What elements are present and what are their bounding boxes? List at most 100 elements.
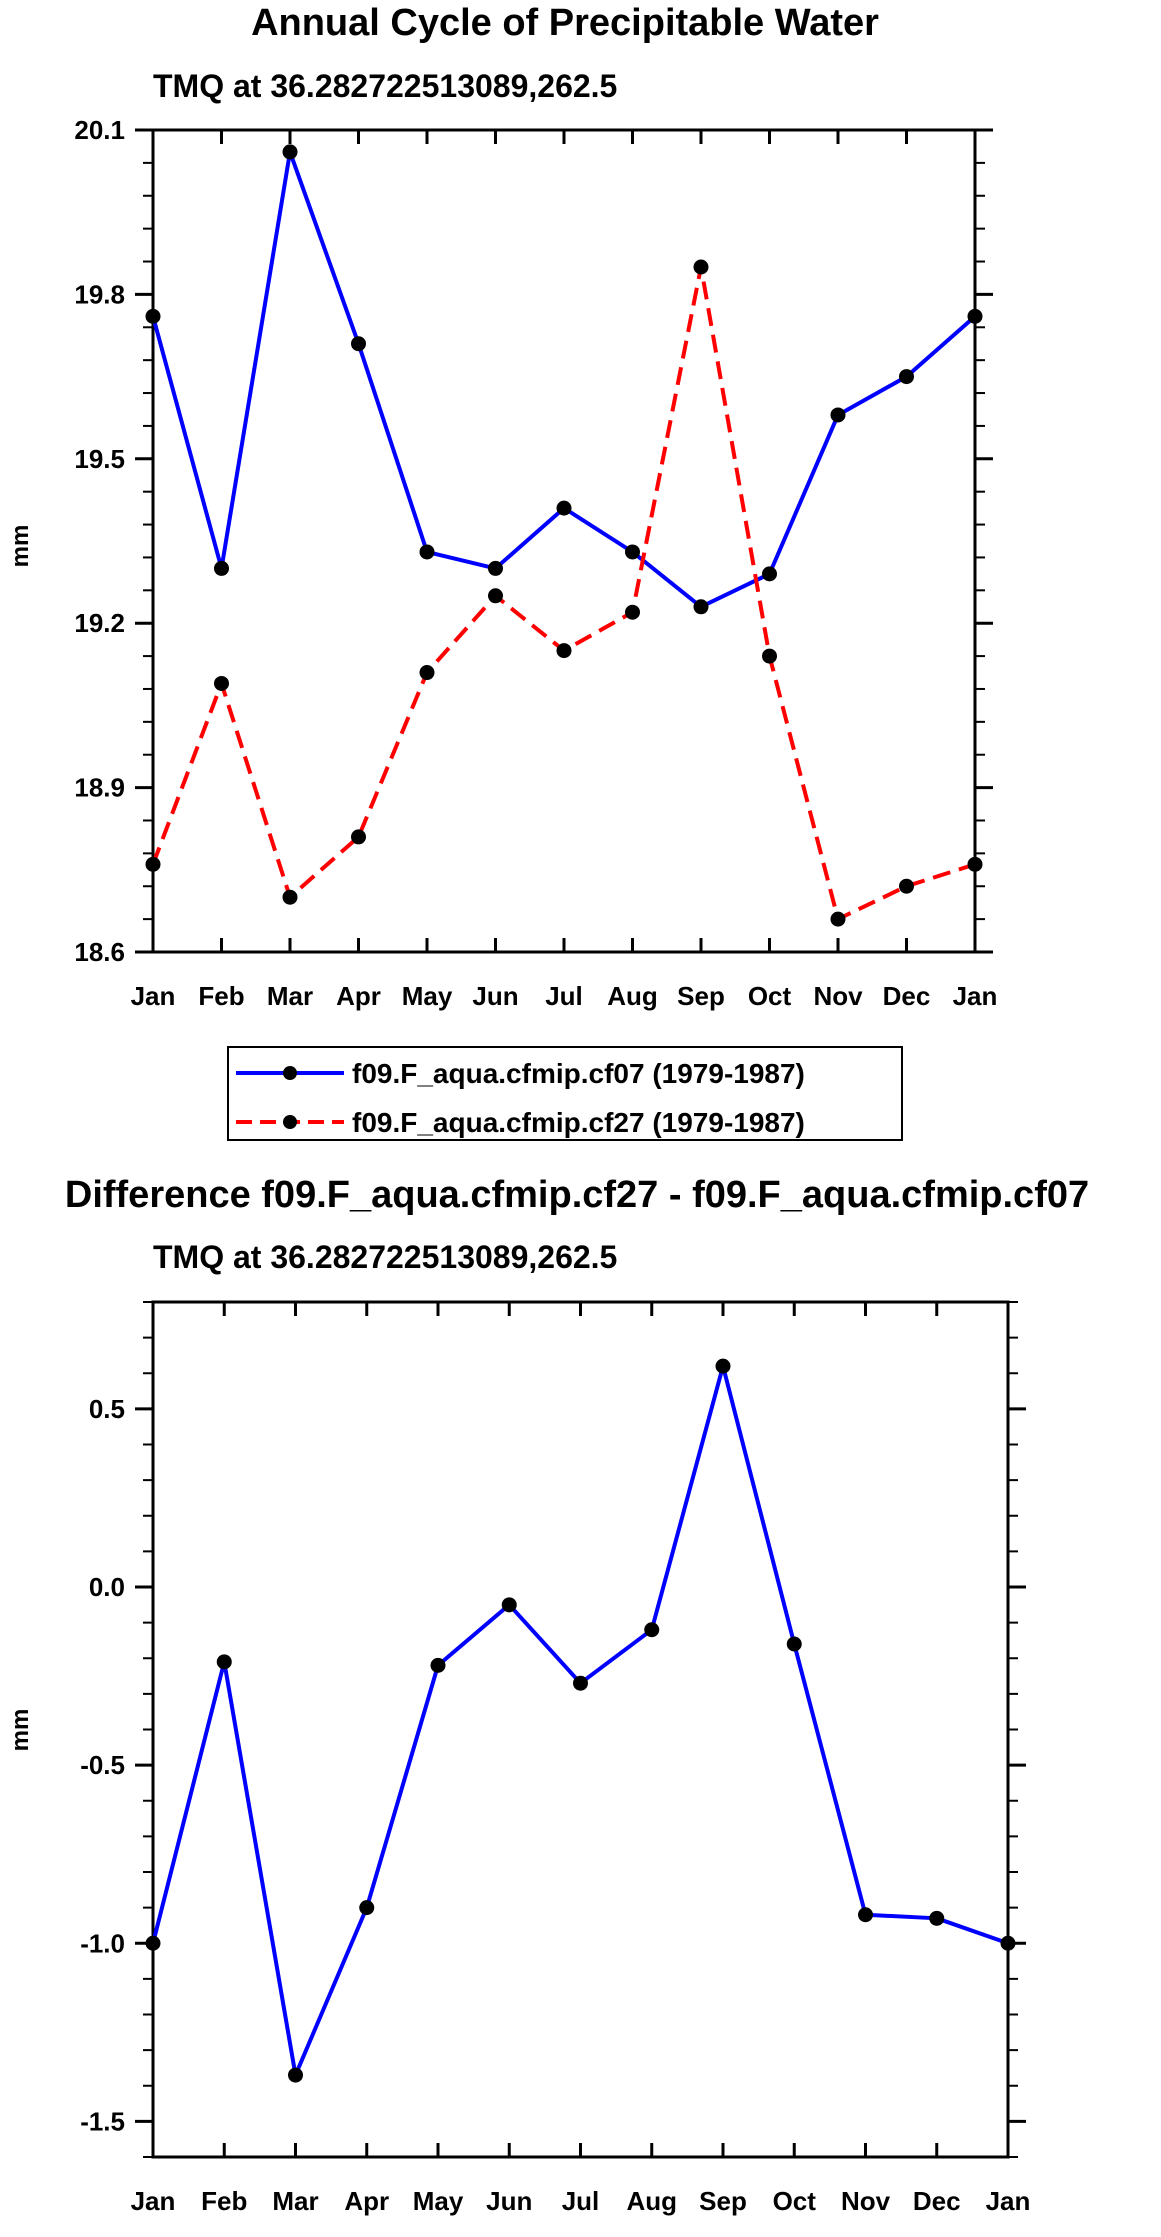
data-point [556,500,572,516]
data-point [488,560,503,576]
x-tick-label: Dec [913,2186,961,2216]
legend-box [227,1046,903,1141]
x-tick-label: Mar [272,2186,318,2216]
x-tick-label: Nov [841,2186,891,2216]
x-tick-label: Jan [131,2186,176,2216]
x-tick-label: Dec [883,981,931,1011]
y-tick-label: 18.9 [74,773,125,803]
data-point [899,878,914,894]
data-point [145,856,161,872]
data-point [762,648,777,664]
legend-marker-cf27 [283,1115,297,1129]
data-point [573,1675,588,1691]
chart2-series [145,1358,1016,2083]
data-point [967,856,983,872]
chart-difference: Difference f09.F_aqua.cfmip.cf27 - f09.F… [7,1174,1089,2216]
y-tick-label: 19.8 [74,279,125,309]
x-tick-label: Oct [773,2186,817,2216]
x-tick-label: Jan [131,981,176,1011]
x-tick-label: Mar [267,981,313,1011]
data-point [762,566,777,582]
data-point [351,336,366,352]
x-tick-label: Sep [699,2186,747,2216]
data-point [556,643,572,659]
data-point [282,144,298,160]
chart1-legend: f09.F_aqua.cfmip.cf07 (1979-1987) f09.F_… [227,1046,903,1141]
data-point [715,1358,731,1374]
y-tick-label: -1.5 [80,2106,125,2136]
series-line-1 [151,265,976,922]
x-tick-label: Apr [336,981,381,1011]
x-tick-label: Aug [626,2186,677,2216]
data-point [1000,1935,1016,1951]
data-point [214,675,229,691]
chart1-series [145,144,983,927]
x-tick-label: Apr [344,2186,389,2216]
chart1-title: Annual Cycle of Precipitable Water [251,2,879,44]
x-tick-label: May [402,981,453,1011]
data-point [419,544,435,560]
data-point [430,1657,446,1673]
chart2-plot-frame [151,1300,1010,2159]
x-tick-label: Jun [486,2186,532,2216]
x-tick-label: Aug [607,981,658,1011]
data-point [858,1907,873,1923]
data-point [145,308,161,324]
chart-annual-cycle: Annual Cycle of Precipitable Water TMQ a… [7,2,997,1141]
y-tick-label: 0.5 [89,1394,125,1424]
chart1-y-axis-label: mm [7,525,34,568]
data-point [351,829,366,845]
data-point [488,588,503,604]
data-point [693,599,709,615]
data-point [216,1654,232,1670]
data-point [786,1636,802,1652]
chart2-title: Difference f09.F_aqua.cfmip.cf27 - f09.F… [65,1174,1089,1216]
chart1-plot-frame [151,128,977,954]
series-line-0 [151,1364,1009,2078]
data-point [830,407,846,423]
data-point [830,911,846,927]
y-tick-label: 18.6 [74,937,125,967]
chart1-subtitle: TMQ at 36.282722513089,262.5 [153,68,617,104]
data-point [282,889,298,905]
x-tick-label: Nov [813,981,863,1011]
x-tick-label: Jul [545,981,583,1011]
x-tick-label: Jan [953,981,998,1011]
x-tick-label: Jul [562,2186,600,2216]
chart2-ticks: Jan Feb Mar Apr May Jun Jul Aug Sep Oct Nov Dec Jan -… [80,1301,1031,2216]
x-tick-label: Jan [986,2186,1031,2216]
y-tick-label: -0.5 [80,1750,125,1780]
legend-label-cf27: f09.F_aqua.cfmip.cf27 (1979-1987) [352,1107,805,1138]
x-tick-label: Jun [472,981,518,1011]
data-point [967,308,983,324]
x-tick-label: Oct [748,981,792,1011]
y-tick-label: 0.0 [89,1572,125,1602]
data-point [625,544,640,560]
chart2-y-axis-label: mm [7,1709,34,1752]
chart2-subtitle: TMQ at 36.282722513089,262.5 [153,1239,617,1275]
data-point [929,1910,945,1926]
data-point [145,1935,161,1951]
x-tick-label: Sep [677,981,725,1011]
data-point [359,1900,375,1916]
x-tick-label: Feb [198,981,244,1011]
data-point [625,604,640,620]
data-point [288,2067,303,2083]
chart1-ticks: Jan Feb Mar Apr May Jun Jul Aug Sep Oct Nov Dec Jan1… [74,115,997,1011]
data-point [644,1622,660,1638]
x-tick-label: Feb [201,2186,247,2216]
data-point [214,560,229,576]
y-tick-label: 19.5 [74,444,125,474]
data-point [501,1597,517,1613]
data-point [899,369,914,385]
y-tick-label: -1.0 [80,1928,125,1958]
legend-label-cf07: f09.F_aqua.cfmip.cf07 (1979-1987) [352,1058,805,1089]
data-point [693,259,709,275]
y-tick-label: 19.2 [74,608,125,638]
y-tick-label: 20.1 [74,115,125,145]
legend-marker-cf07 [283,1066,297,1080]
series-line-0 [151,149,977,609]
data-point [419,665,435,681]
x-tick-label: May [413,2186,464,2216]
